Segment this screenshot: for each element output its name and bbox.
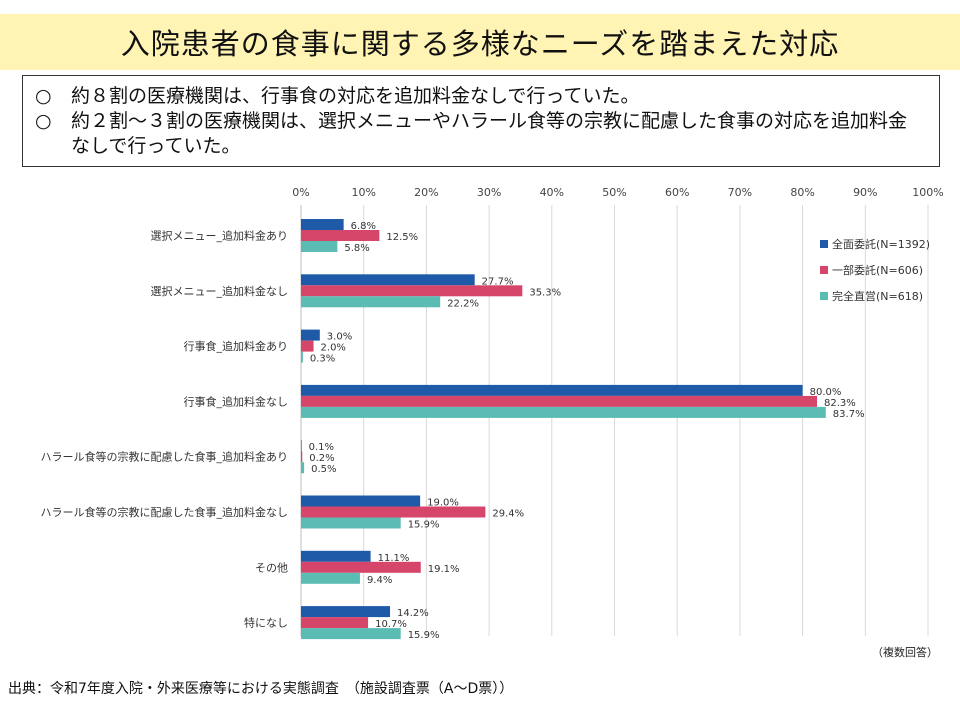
bar bbox=[301, 395, 818, 407]
data-label: 15.9% bbox=[408, 520, 440, 531]
bar-chart: 0% 10% 20% 30% 40% 50% 60% 70% 80% 90% 100% 選択メニュー_… bbox=[41, 186, 944, 640]
category-label: 選択メニュー_追加料金あり bbox=[151, 229, 289, 243]
category-label: 行事食_追加料金なし bbox=[184, 394, 289, 408]
x-tick-label: 20% bbox=[414, 186, 438, 199]
data-label: 0.2% bbox=[309, 453, 334, 464]
legend-label: 一部委託(N=606) bbox=[832, 263, 923, 277]
bar bbox=[301, 495, 421, 507]
data-label: 22.2% bbox=[447, 298, 479, 309]
data-label: 5.8% bbox=[344, 243, 369, 254]
data-label: 9.4% bbox=[367, 575, 392, 586]
x-tick-label: 100% bbox=[912, 186, 943, 199]
bullet-mark: ○ bbox=[35, 110, 52, 132]
bar bbox=[301, 230, 380, 241]
data-label: 19.1% bbox=[428, 564, 460, 575]
source-citation: 出典：令和7年度入院・外来医療等における実態調査 （施設調査票（A～D票）） bbox=[8, 681, 514, 697]
data-label: 11.1% bbox=[378, 553, 410, 564]
legend-swatch bbox=[820, 266, 828, 274]
x-tick-label: 90% bbox=[853, 186, 877, 199]
data-label: 27.7% bbox=[482, 276, 514, 287]
x-tick-label: 70% bbox=[728, 186, 752, 199]
category-label: その他 bbox=[255, 561, 288, 574]
data-label: 19.0% bbox=[427, 498, 459, 509]
bullet-mark: ○ bbox=[35, 85, 52, 107]
x-tick-label: 10% bbox=[351, 186, 375, 199]
bar bbox=[301, 296, 441, 308]
bar bbox=[301, 329, 320, 341]
bar bbox=[301, 517, 401, 529]
page-title: 入院患者の食事に関する多様なニーズを踏まえた対応 bbox=[120, 27, 840, 61]
data-label: 6.8% bbox=[351, 221, 376, 232]
data-label: 12.5% bbox=[386, 232, 418, 243]
data-label: 0.5% bbox=[311, 464, 336, 475]
bar bbox=[301, 451, 303, 463]
legend-swatch bbox=[820, 292, 828, 300]
category-label: 選択メニュー_追加料金なし bbox=[151, 284, 289, 298]
data-label: 10.7% bbox=[375, 619, 407, 630]
data-label: 29.4% bbox=[492, 509, 524, 520]
bar bbox=[301, 561, 421, 573]
bar bbox=[301, 285, 523, 297]
data-label: 80.0% bbox=[810, 387, 842, 398]
x-tick-label: 30% bbox=[477, 186, 501, 199]
bar bbox=[301, 506, 486, 518]
x-tick-label: 80% bbox=[790, 186, 814, 199]
data-label: 83.7% bbox=[833, 409, 865, 420]
title-band: 入院患者の食事に関する多様なニーズを踏まえた対応 bbox=[0, 14, 960, 70]
bar bbox=[301, 219, 344, 230]
bar bbox=[301, 440, 302, 452]
summary-text: 約８割の医療機関は、行事食の対応を追加料金なしで行っていた。 bbox=[71, 85, 640, 107]
category-label: ハラール食等の宗教に配慮した食事_追加料金なし bbox=[41, 505, 289, 519]
category-label: ハラール食等の宗教に配慮した食事_追加料金あり bbox=[41, 450, 289, 464]
summary-text: 約２割～３割の医療機関は、選択メニューやハラール食等の宗教に配慮した食事の対応を… bbox=[71, 110, 908, 157]
bar bbox=[301, 340, 314, 352]
legend-label: 全面委託(N=1392) bbox=[832, 237, 930, 251]
data-label: 0.1% bbox=[309, 442, 334, 453]
summary-item: ○ 約２割～３割の医療機関は、選択メニューやハラール食等の宗教に配慮した食事の対… bbox=[35, 109, 925, 159]
summary-box: ○ 約８割の医療機関は、行事食の対応を追加料金なしで行っていた。 ○ 約２割～３… bbox=[22, 75, 940, 167]
bar bbox=[301, 606, 391, 618]
data-label: 82.3% bbox=[824, 398, 856, 409]
data-label: 3.0% bbox=[327, 332, 352, 343]
bar bbox=[301, 550, 371, 562]
x-tick-label: 60% bbox=[665, 186, 689, 199]
bar bbox=[301, 628, 401, 640]
bar bbox=[301, 617, 369, 629]
x-tick-label: 50% bbox=[602, 186, 626, 199]
category-label: 行事食_追加料金あり bbox=[184, 339, 289, 353]
bar bbox=[301, 572, 360, 584]
bar bbox=[301, 406, 826, 418]
data-label: 14.2% bbox=[397, 608, 429, 619]
legend-label: 完全直営(N=618) bbox=[832, 289, 923, 303]
bar bbox=[301, 384, 803, 396]
multiple-answer-note: （複数回答） bbox=[872, 646, 938, 659]
data-label: 15.9% bbox=[408, 630, 440, 640]
data-label: 35.3% bbox=[529, 287, 561, 298]
bar bbox=[301, 462, 305, 474]
x-tick-label: 40% bbox=[540, 186, 564, 199]
summary-item: ○ 約８割の医療機関は、行事食の対応を追加料金なしで行っていた。 bbox=[35, 84, 925, 109]
category-label: 特になし bbox=[244, 616, 288, 630]
bar bbox=[301, 274, 475, 286]
data-label: 2.0% bbox=[321, 343, 346, 354]
legend-swatch bbox=[820, 240, 828, 248]
x-tick-label: 0% bbox=[292, 186, 309, 199]
bar bbox=[301, 241, 338, 252]
data-label: 0.3% bbox=[310, 354, 335, 365]
bar bbox=[301, 351, 303, 363]
